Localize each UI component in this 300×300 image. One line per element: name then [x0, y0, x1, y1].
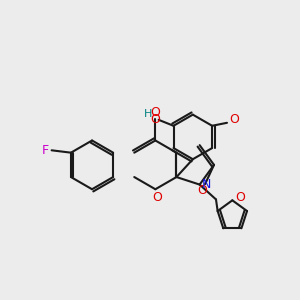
Text: O: O: [236, 191, 246, 204]
Text: F: F: [41, 144, 49, 157]
Text: O: O: [152, 191, 162, 204]
Text: N: N: [202, 178, 211, 191]
Text: H: H: [144, 109, 152, 119]
Text: O: O: [198, 184, 208, 197]
Text: O: O: [150, 106, 160, 119]
Text: O: O: [150, 113, 160, 126]
Text: O: O: [230, 113, 239, 126]
